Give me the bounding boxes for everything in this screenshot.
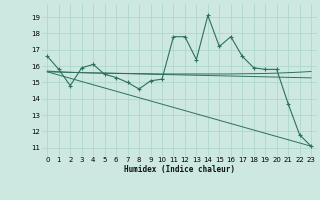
X-axis label: Humidex (Indice chaleur): Humidex (Indice chaleur) xyxy=(124,165,235,174)
